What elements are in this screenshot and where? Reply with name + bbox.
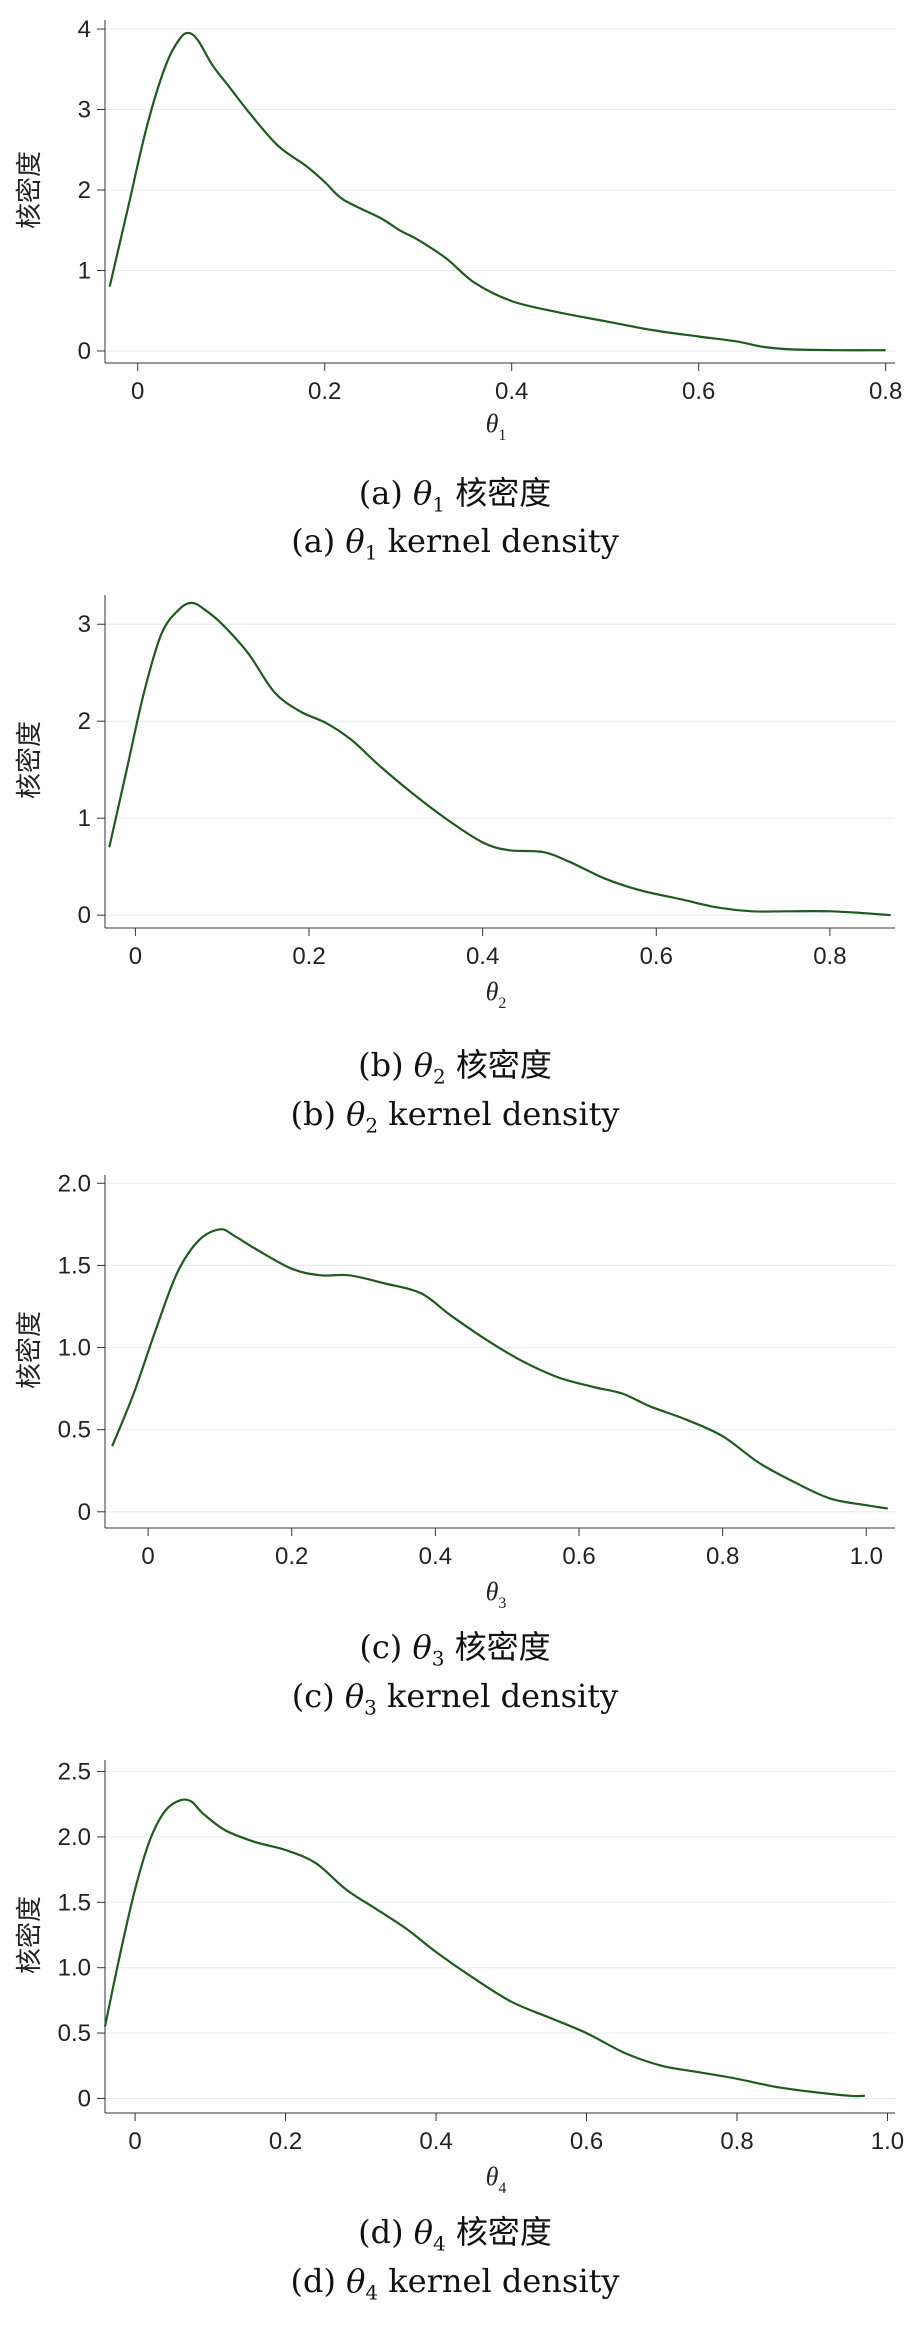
- x-tick-label: 1.0: [871, 2128, 904, 2155]
- y-tick-label: 0: [78, 338, 91, 365]
- y-tick-label: 0: [78, 2085, 91, 2112]
- caption-zh-a: (a) θ1 核密度: [358, 474, 552, 517]
- x-axis-label-subscript: 2: [498, 995, 506, 1012]
- x-tick-label: 0.4: [419, 2128, 452, 2155]
- x-tick-label: 0.6: [562, 1543, 595, 1570]
- x-axis-label-subscript: 1: [498, 427, 506, 444]
- density-line: [103, 1798, 865, 2098]
- x-tick-label: 0.2: [292, 943, 325, 970]
- y-tick-label: 0.5: [58, 1417, 91, 1444]
- y-axis-label: 核密度: [15, 721, 45, 799]
- x-tick-label: 0.8: [869, 378, 902, 405]
- y-tick-label: 2.0: [58, 1824, 91, 1851]
- density-line: [111, 1228, 888, 1510]
- y-tick-label: 3: [78, 611, 91, 638]
- y-tick-label: 4: [78, 16, 91, 43]
- x-tick-label: 0.8: [720, 2128, 753, 2155]
- panel-c: 0 0.5 1.0 1.5 2.0 0 0.2 0.4 0.6 0.8 1.0 核密度 θ3 (c) θ…: [0, 1160, 910, 1745]
- y-tick-label: 2.0: [58, 1170, 91, 1197]
- x-tick-label: 0.2: [275, 1543, 308, 1570]
- y-tick-label: 1: [78, 257, 91, 284]
- y-tick-label: 2: [78, 708, 91, 735]
- x-tick-label: 0.4: [466, 943, 499, 970]
- y-tick-label: 1: [78, 805, 91, 832]
- x-tick-label: 0.4: [419, 1543, 452, 1570]
- panel-a: 0 1 2 3 4 0 0.2 0.4 0.6 0.8 核密度 θ1 (a) θ1 核密度 (a) θ…: [0, 0, 910, 580]
- y-axis-label: 核密度: [15, 1311, 45, 1389]
- panel-b: 0 1 2 3 0 0.2 0.4 0.6 0.8 核密度 θ2 (b) θ2 核密度 (b) θ2…: [0, 580, 910, 1160]
- panel-d: 0 0.5 1.0 1.5 2.0 2.5 0 0.2 0.4 0.6 0.8 1.0 核密度 θ4 (d…: [0, 1745, 910, 2325]
- x-tick-label: 0.2: [308, 378, 341, 405]
- x-axis-label: θ2: [486, 977, 507, 1012]
- x-axis-label: θ4: [486, 2162, 507, 2195]
- x-tick-label: 1.0: [850, 1543, 883, 1570]
- y-tick-label: 0: [78, 902, 91, 929]
- x-axis-label-symbol: θ: [486, 1577, 499, 1606]
- y-tick-label: 3: [78, 97, 91, 124]
- y-tick-label: 0: [78, 1499, 91, 1526]
- x-tick-label: 0.8: [813, 943, 846, 970]
- y-tick-label: 1.0: [58, 1335, 91, 1362]
- caption-zh-b: (b) θ2 核密度: [358, 1046, 552, 1089]
- y-tick-label: 1.5: [58, 1889, 91, 1916]
- y-tick-label: 0.5: [58, 2020, 91, 2047]
- y-axis-label: 核密度: [15, 151, 45, 229]
- x-tick-label: 0: [128, 2128, 141, 2155]
- y-tick-label: 1.0: [58, 1955, 91, 1982]
- density-line: [108, 601, 891, 917]
- x-axis-label-subscript: 3: [498, 1595, 506, 1610]
- x-tick-label: 0.4: [495, 378, 528, 405]
- y-tick-label: 2: [78, 177, 91, 204]
- x-tick-label: 0: [129, 943, 142, 970]
- x-axis-label-symbol: θ: [486, 977, 499, 1006]
- caption-en-a: (a) θ1 kernel density: [291, 522, 619, 565]
- y-axis-label: 核密度: [15, 1896, 45, 1974]
- caption-zh-d: (d) θ4 核密度: [358, 2213, 552, 2256]
- y-tick-label: 2.5: [58, 1759, 91, 1786]
- caption-zh-c: (c) θ3 核密度: [359, 1628, 551, 1671]
- x-axis-label-subscript: 4: [498, 2180, 506, 2195]
- chart-c: 0 0.5 1.0 1.5 2.0 0 0.2 0.4 0.6 0.8 1.0 核密度 θ3: [15, 1170, 895, 1610]
- x-tick-label: 0.6: [640, 943, 673, 970]
- y-tick-label: 1.5: [58, 1252, 91, 1279]
- chart-d: 0 0.5 1.0 1.5 2.0 2.5 0 0.2 0.4 0.6 0.8 1.0 核密度 θ4: [15, 1759, 904, 2195]
- density-line: [108, 31, 886, 352]
- x-axis-label: θ1: [486, 409, 507, 444]
- x-tick-label: 0.6: [570, 2128, 603, 2155]
- x-axis-label-symbol: θ: [486, 2162, 499, 2191]
- caption-en-c: (c) θ3 kernel density: [291, 1677, 619, 1720]
- x-axis-label: θ3: [486, 1577, 507, 1610]
- caption-en-b: (b) θ2 kernel density: [290, 1095, 620, 1138]
- x-tick-label: 0.2: [269, 2128, 302, 2155]
- x-tick-label: 0: [131, 378, 144, 405]
- x-axis-label-symbol: θ: [486, 409, 499, 438]
- x-tick-label: 0.8: [706, 1543, 739, 1570]
- x-tick-label: 0.6: [682, 378, 715, 405]
- x-tick-label: 0: [141, 1543, 154, 1570]
- caption-en-d: (d) θ4 kernel density: [290, 2262, 620, 2305]
